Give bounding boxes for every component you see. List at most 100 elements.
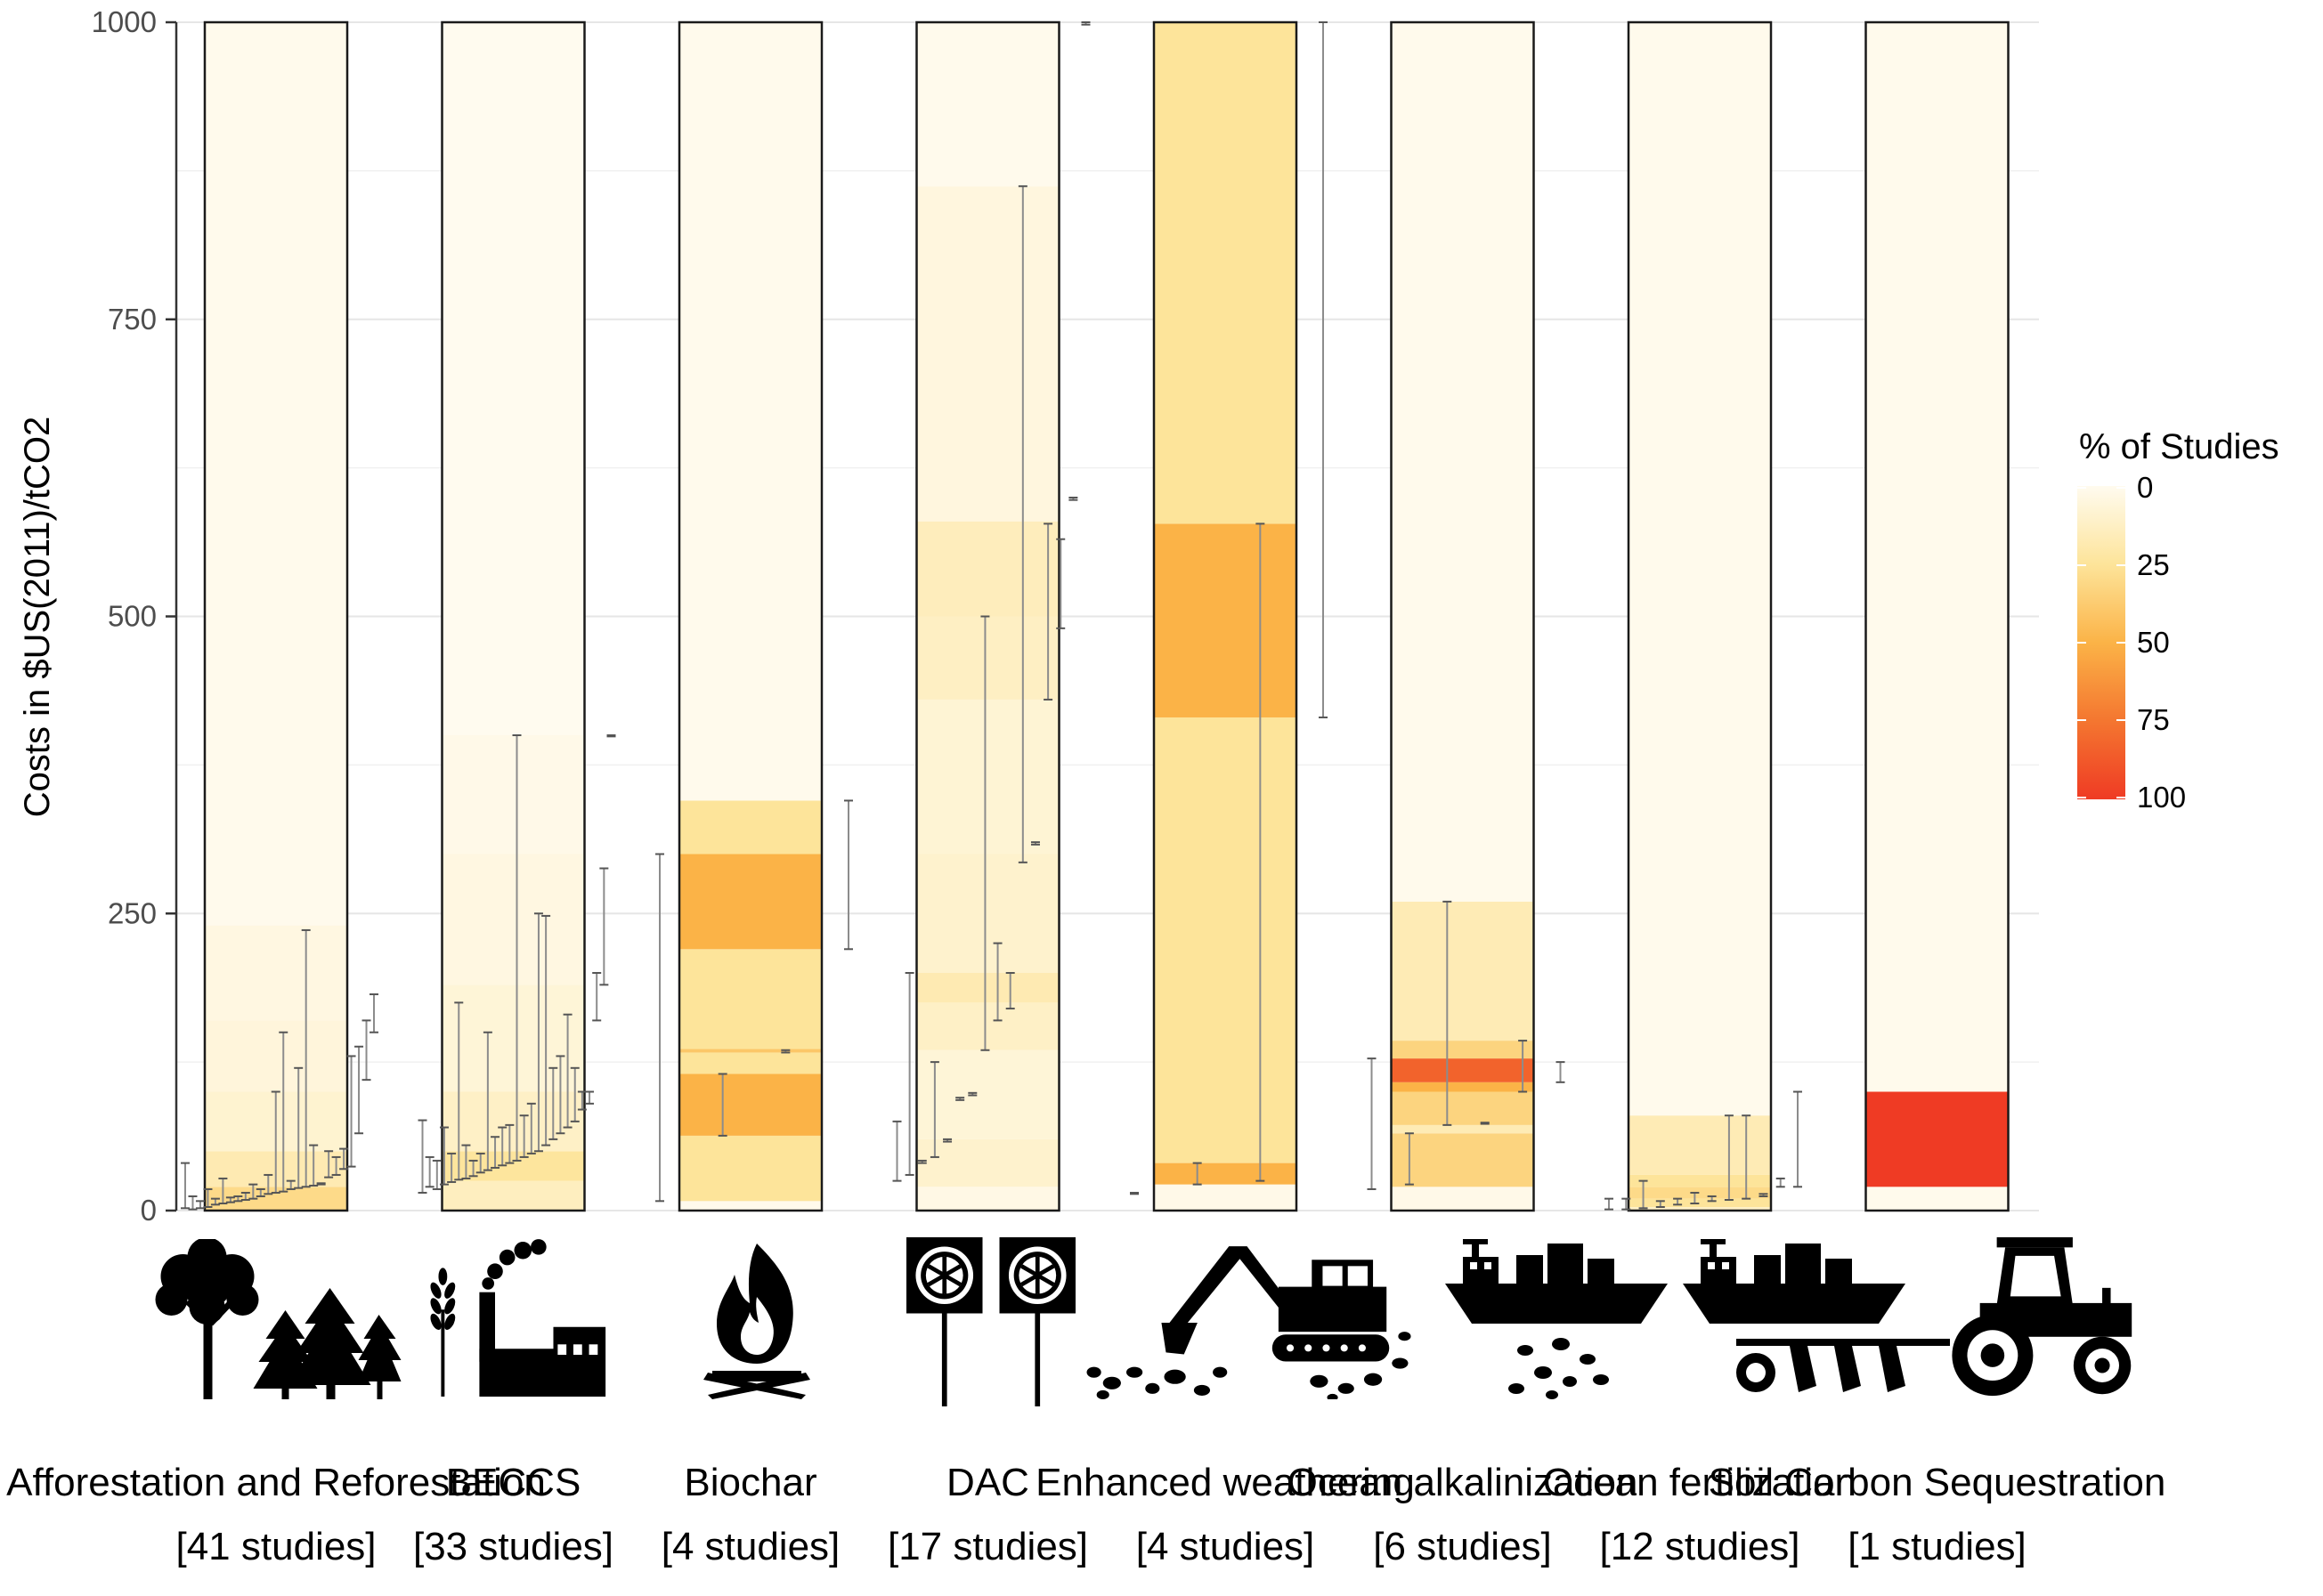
range-4-2 [1255,523,1265,1182]
range-1-12 [505,1123,515,1164]
range-1-16 [533,912,543,1153]
range-0-5 [218,1177,228,1204]
ship-rocks-icon [1445,1239,1668,1399]
range-0-7 [233,1195,243,1203]
legend: % of Studies 0 25 50 75 100 [2077,427,2279,814]
band-2-1 [679,1135,822,1202]
range-0-3 [203,1187,213,1208]
band-2-7 [679,800,822,855]
range-0-9 [248,1183,258,1200]
band-6-1 [1629,1198,1771,1207]
range-2-0 [655,853,664,1203]
band-7-0 [1865,1187,2009,1211]
category-name-7: Soil Carbon Sequestration [1709,1461,2166,1504]
range-1-17 [541,914,551,1146]
y-tick-label-0: 0 [141,1194,157,1227]
band-1-2 [442,1091,585,1152]
range-3-0 [892,1120,902,1182]
range-3-10 [1018,185,1027,863]
range-1-24 [592,972,602,1022]
band-6-4 [1629,1115,1771,1175]
category-studies-2: [4 studies] [662,1525,841,1568]
fire-icon [703,1244,810,1399]
range-6-5 [1690,1191,1700,1204]
category-name-6: Ocean fertilization [1543,1461,1856,1504]
category-name-2: Biochar [684,1461,816,1504]
range-0-6 [225,1196,235,1203]
category-name-5: Ocean alkalinization [1287,1461,1638,1504]
range-6-6 [1707,1195,1717,1203]
band-1-1 [442,1151,585,1181]
range-0-14 [286,1179,296,1190]
range-3-13 [1056,538,1066,629]
column-5 [1390,20,1535,1212]
band-3-9 [916,186,1060,522]
column-border-6 [1627,20,1773,1212]
range-0-18 [316,1182,326,1186]
range-0-22 [346,1055,356,1168]
band-4-3 [1154,523,1296,717]
range-1-18 [548,1066,558,1140]
column-border-1 [441,20,586,1212]
range-1-3 [439,1126,449,1186]
excavator-icon [1086,1246,1411,1399]
range-5-1 [1404,1132,1414,1186]
range-0-21 [339,1147,349,1171]
band-7-2 [1865,22,2009,1092]
ranges-3 [892,21,1091,1182]
category-studies-1: [33 studies] [413,1525,613,1568]
band-5-2 [1391,1124,1534,1134]
band-5-1 [1391,1133,1534,1187]
range-3-12 [1044,523,1053,701]
category-icons [156,1237,2132,1406]
ranges-5 [1367,900,1565,1190]
band-5-8 [1391,22,1534,902]
range-4-3 [1319,21,1328,718]
range-2-3 [844,799,853,951]
range-1-7 [468,1159,478,1178]
ranges-6 [1604,1090,1802,1211]
range-5-2 [1442,900,1452,1126]
range-1-6 [461,1144,471,1179]
range-0-11 [264,1173,273,1195]
band-2-2 [679,1073,822,1136]
range-6-1 [1621,1197,1631,1211]
range-6-9 [1758,1193,1768,1197]
range-1-11 [498,1126,508,1167]
ranges-0 [181,928,378,1211]
y-tick-label-4: 1000 [92,5,157,38]
column-4 [1152,20,1298,1212]
range-0-2 [195,1200,205,1210]
range-3-9 [1005,972,1015,1010]
band-5-4 [1391,1082,1534,1092]
band-1-3 [442,984,585,1092]
range-0-15 [294,1066,304,1189]
band-3-8 [916,521,1060,617]
range-0-12 [271,1090,280,1194]
range-0-25 [370,993,378,1033]
category-studies-4: [4 studies] [1136,1525,1315,1568]
range-5-3 [1480,1122,1490,1125]
range-0-8 [240,1191,250,1201]
ship-plow-icon [1683,1239,1950,1392]
range-6-10 [1775,1177,1785,1188]
ranges-2 [655,799,853,1203]
column-3 [915,20,1060,1212]
band-1-4 [442,854,585,985]
range-1-26 [606,734,616,738]
legend-title: % of Studies [2079,427,2279,466]
range-6-11 [1793,1090,1802,1188]
band-2-5 [679,949,822,1049]
legend-tick-label-0: 0 [2137,471,2153,504]
range-6-8 [1742,1114,1751,1200]
band-5-7 [1391,901,1534,1041]
range-3-7 [980,615,990,1051]
range-6-2 [1638,1179,1648,1210]
y-tick-label-1: 250 [108,896,157,929]
category-studies-3: [17 studies] [888,1525,1088,1568]
band-5-3 [1391,1091,1534,1125]
band-6-5 [1629,22,1771,1116]
band-3-0 [916,1187,1060,1211]
range-2-1 [718,1073,727,1137]
band-0-4 [205,925,347,1021]
